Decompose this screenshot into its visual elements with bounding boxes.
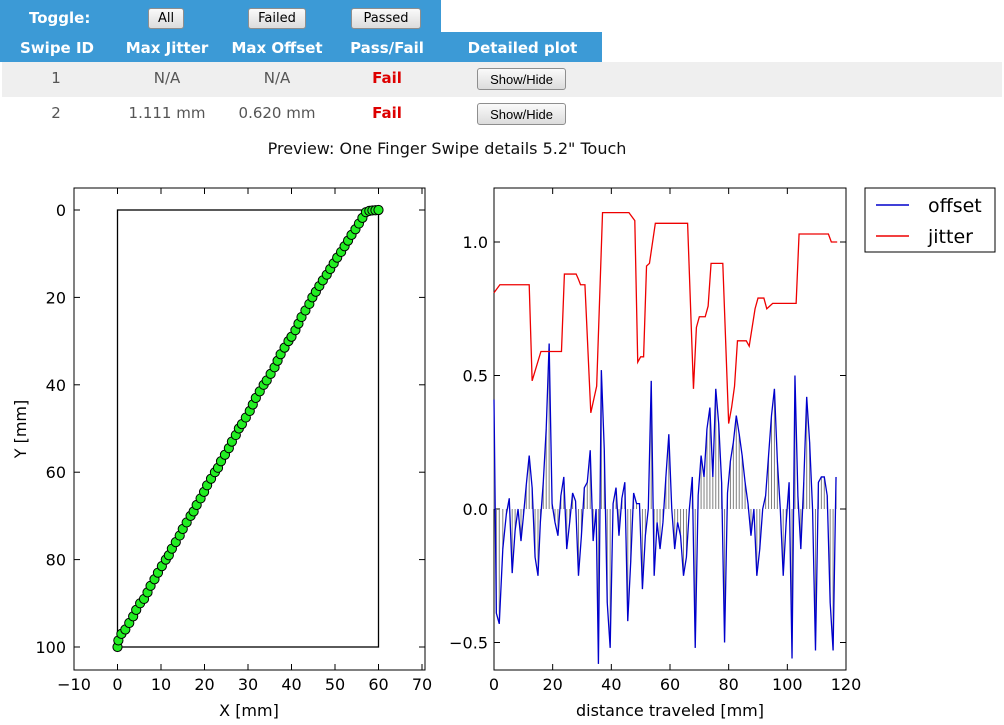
y-tick-label: 40 xyxy=(46,376,66,395)
swipe-boundary xyxy=(116,209,380,648)
x-tick-label: 0 xyxy=(489,675,499,694)
xy-plot: −10 0 10 20 30 40 50 60 70 0 20 40 60 80 100 xyxy=(35,188,432,694)
filter-all-button[interactable]: All xyxy=(148,8,184,29)
result-cell: Fail xyxy=(372,69,402,87)
max-offset-cell: N/A xyxy=(263,69,291,87)
swipe-id-cell: 1 xyxy=(51,69,61,87)
x-tick-label: 0 xyxy=(112,675,122,694)
x-tick-label: 120 xyxy=(831,675,862,694)
xy-plot-ylabel: Y [mm] xyxy=(11,400,30,460)
distance-plot: 0 20 40 60 80 100 120 −0.5 0.0 0.5 1.0 xyxy=(449,188,861,694)
y-tick-label: 1.0 xyxy=(463,233,488,252)
x-tick-label: 40 xyxy=(601,675,621,694)
swipe-id-cell: 2 xyxy=(51,104,61,122)
max-jitter-cell: N/A xyxy=(153,69,181,87)
x-tick-label: 20 xyxy=(542,675,562,694)
x-tick-label: 60 xyxy=(368,675,388,694)
show-hide-button[interactable]: Show/Hide xyxy=(477,103,566,125)
max-offset-cell: 0.620 mm xyxy=(238,104,316,122)
preview-title: Preview: One Finger Swipe details 5.2" T… xyxy=(267,139,627,158)
legend: offset jitter xyxy=(864,187,996,253)
column-header-swipe-id: Swipe ID xyxy=(20,39,94,57)
x-tick-label: 40 xyxy=(281,675,301,694)
x-tick-label: 60 xyxy=(660,675,680,694)
legend-offset-label: offset xyxy=(928,195,982,217)
x-tick-label: 50 xyxy=(325,675,345,694)
toggle-label: Toggle: xyxy=(29,9,91,27)
table-row: 1 N/A N/A Fail Show/Hide xyxy=(2,62,1002,97)
y-tick-label: 20 xyxy=(46,288,66,307)
column-header-detailed-plot: Detailed plot xyxy=(467,39,578,57)
y-tick-label: 0.5 xyxy=(463,367,488,386)
column-header-max-offset: Max Offset xyxy=(231,39,323,57)
jitter-line xyxy=(493,211,838,424)
filter-passed-button[interactable]: Passed xyxy=(351,8,421,29)
x-tick-label: 80 xyxy=(718,675,738,694)
y-tick-label: 80 xyxy=(46,551,66,570)
x-tick-label: 10 xyxy=(151,675,171,694)
x-tick-label: 100 xyxy=(772,675,803,694)
x-tick-label: 20 xyxy=(194,675,214,694)
max-jitter-cell: 1.111 mm xyxy=(128,104,206,122)
distance-plot-xlabel: distance traveled [mm] xyxy=(576,701,764,720)
result-cell: Fail xyxy=(372,104,402,122)
x-tick-label: 30 xyxy=(238,675,258,694)
y-tick-label: 0.0 xyxy=(463,500,488,519)
x-tick-label: 70 xyxy=(412,675,432,694)
y-tick-label: −0.5 xyxy=(449,634,488,653)
touch-point xyxy=(373,204,384,216)
legend-box xyxy=(864,187,996,253)
table-row: 2 1.111 mm 0.620 mm Fail Show/Hide xyxy=(2,97,1002,132)
column-header-pass-fail: Pass/Fail xyxy=(350,39,424,57)
offset-line xyxy=(493,343,837,664)
filter-failed-button[interactable]: Failed xyxy=(248,8,306,29)
column-header-max-jitter: Max Jitter xyxy=(125,39,209,57)
xy-plot-frame xyxy=(73,187,426,671)
show-hide-button[interactable]: Show/Hide xyxy=(477,68,566,90)
table-header xyxy=(0,32,602,62)
y-tick-label: 60 xyxy=(46,463,66,482)
xy-plot-xlabel: X [mm] xyxy=(219,701,279,720)
legend-jitter-label: jitter xyxy=(927,226,973,248)
x-tick-label: −10 xyxy=(57,675,91,694)
y-tick-label: 0 xyxy=(56,201,66,220)
y-tick-label: 100 xyxy=(35,638,66,657)
